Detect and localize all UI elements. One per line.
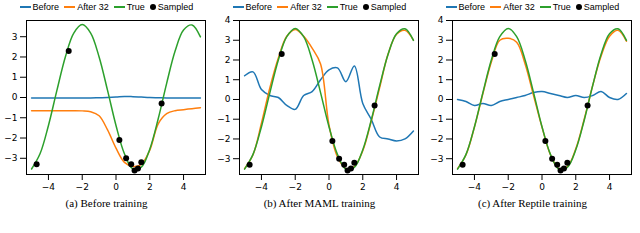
svg-text:4: 4 — [181, 182, 187, 192]
svg-text:−3: −3 — [430, 154, 443, 164]
html-text:Before: Before — [245, 2, 273, 12]
html-text:True: True — [339, 2, 358, 12]
svg-text:−2: −2 — [4, 133, 17, 143]
svg-text:0: 0 — [539, 182, 545, 192]
svg-text:−2: −2 — [217, 134, 230, 144]
svg-text:3: 3 — [225, 35, 231, 45]
svg-text:−1: −1 — [430, 114, 443, 124]
html-text:After 32: After 32 — [290, 2, 322, 12]
svg-text:2: 2 — [360, 182, 366, 192]
svg-text:0: 0 — [113, 182, 119, 192]
svg-text:1: 1 — [12, 72, 18, 82]
svg-text:2: 2 — [573, 182, 579, 192]
html-text:True: True — [126, 2, 145, 12]
svg-text:2: 2 — [12, 52, 18, 62]
svg-text:4: 4 — [607, 182, 613, 192]
svg-text:0: 0 — [12, 92, 18, 102]
html-text:Sampled: Sampled — [583, 2, 620, 12]
html-text:(b) After MAML training: (b) After MAML training — [263, 197, 376, 209]
html-text:Sampled: Sampled — [157, 2, 194, 12]
svg-text:−2: −2 — [502, 182, 515, 192]
svg-text:0: 0 — [326, 182, 332, 192]
svg-text:2: 2 — [147, 182, 153, 192]
svg-text:1: 1 — [225, 75, 231, 85]
html-text:(c) After Reptile training: (c) After Reptile training — [478, 197, 587, 209]
html-text:After 32: After 32 — [503, 2, 535, 12]
html-text:Sampled: Sampled — [370, 2, 407, 12]
svg-text:0: 0 — [438, 94, 444, 104]
svg-text:−2: −2 — [289, 182, 302, 192]
svg-text:−1: −1 — [4, 113, 17, 123]
svg-text:4: 4 — [438, 15, 444, 25]
svg-text:−2: −2 — [76, 182, 89, 192]
svg-text:−2: −2 — [430, 134, 443, 144]
html-text:After 32: After 32 — [77, 2, 109, 12]
html-text:Before: Before — [32, 2, 60, 12]
svg-text:−4: −4 — [468, 182, 482, 192]
svg-text:1: 1 — [438, 75, 444, 85]
svg-text:−4: −4 — [42, 182, 56, 192]
html-text:True: True — [552, 2, 571, 12]
svg-text:2: 2 — [225, 55, 231, 65]
svg-text:0: 0 — [225, 94, 231, 104]
svg-text:−3: −3 — [4, 153, 17, 163]
html-text:Before: Before — [458, 2, 486, 12]
svg-text:2: 2 — [438, 55, 444, 65]
svg-text:3: 3 — [12, 32, 18, 42]
html-text:(a) Before training: (a) Before training — [65, 197, 148, 209]
svg-text:−4: −4 — [255, 182, 269, 192]
svg-text:−3: −3 — [217, 154, 230, 164]
svg-text:4: 4 — [225, 15, 231, 25]
svg-text:3: 3 — [438, 35, 444, 45]
svg-text:4: 4 — [394, 182, 400, 192]
svg-text:−1: −1 — [217, 114, 230, 124]
